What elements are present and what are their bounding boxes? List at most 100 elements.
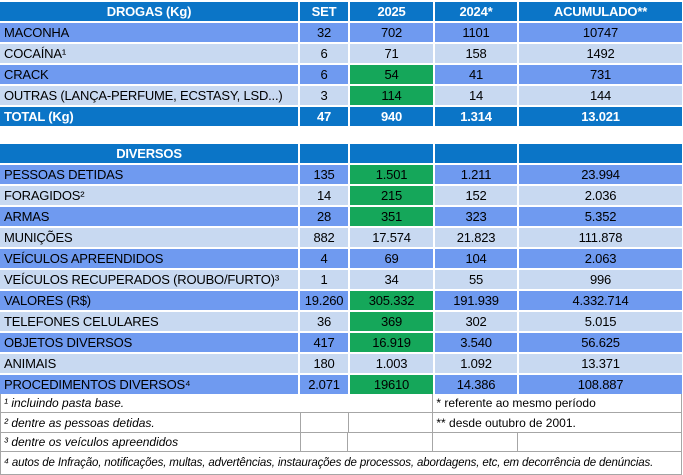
value-cell: 323 bbox=[435, 207, 517, 226]
value-cell: 302 bbox=[435, 312, 517, 331]
row-label: MUNIÇÕES bbox=[0, 228, 298, 247]
value-cell: 17.574 bbox=[350, 228, 433, 247]
value-cell: 19.260 bbox=[300, 291, 348, 310]
row-label: FORAGIDOS² bbox=[0, 186, 298, 205]
value-cell-highlighted: 1.501 bbox=[350, 165, 433, 184]
total-value-cell: 47 bbox=[300, 107, 348, 126]
acumulado-header-cell: ACUMULADO** bbox=[519, 2, 682, 21]
row-label: VEÍCULOS RECUPERADOS (ROUBO/FURTO)³ bbox=[0, 270, 298, 289]
total-value-cell: 1.314 bbox=[435, 107, 517, 126]
value-cell: 1.092 bbox=[435, 354, 517, 373]
value-cell: 417 bbox=[300, 333, 348, 352]
value-cell: 23.994 bbox=[519, 165, 682, 184]
empty-cell bbox=[433, 433, 519, 452]
value-cell: 13.371 bbox=[519, 354, 682, 373]
value-cell: 2.071 bbox=[300, 375, 348, 394]
value-cell: 6 bbox=[300, 65, 348, 84]
footnote-row: ³ dentre os veículos apreendidos bbox=[0, 433, 682, 452]
value-cell: 1.211 bbox=[435, 165, 517, 184]
value-cell: 108.887 bbox=[519, 375, 682, 394]
value-cell: 1 bbox=[300, 270, 348, 289]
value-cell: 1101 bbox=[435, 23, 517, 42]
drogas-table: DROGAS (Kg) SET 2025 2024* ACUMULADO** M… bbox=[0, 2, 682, 126]
value-cell: 6 bbox=[300, 44, 348, 63]
value-cell-highlighted: 16.919 bbox=[350, 333, 433, 352]
value-cell-highlighted: 305.332 bbox=[350, 291, 433, 310]
value-cell: 158 bbox=[435, 44, 517, 63]
empty-cell bbox=[518, 433, 682, 452]
value-cell: 191.939 bbox=[435, 291, 517, 310]
footnote-row: ² dentre as pessoas detidas. ** desde ou… bbox=[0, 413, 682, 433]
empty-header-cell bbox=[350, 144, 433, 163]
value-cell-highlighted: 215 bbox=[350, 186, 433, 205]
value-cell-highlighted: 369 bbox=[350, 312, 433, 331]
value-cell: 5.352 bbox=[519, 207, 682, 226]
footnote-4: ⁴ autos de Infração, notificações, multa… bbox=[1, 452, 682, 475]
empty-header-cell bbox=[300, 144, 348, 163]
row-label: COCAÍNA¹ bbox=[0, 44, 298, 63]
total-value-cell: 940 bbox=[350, 107, 433, 126]
row-label: ANIMAIS bbox=[0, 354, 298, 373]
value-cell: 69 bbox=[350, 249, 433, 268]
value-cell: 2.063 bbox=[519, 249, 682, 268]
value-cell: 41 bbox=[435, 65, 517, 84]
empty-cell bbox=[348, 433, 434, 452]
year-2024-header-cell: 2024* bbox=[435, 2, 517, 21]
set-header-cell: SET bbox=[300, 2, 348, 21]
footnotes-area: ¹ incluindo pasta base. * referente ao m… bbox=[0, 394, 682, 475]
row-label: OUTRAS (LANÇA-PERFUME, ECSTASY, LSD...) bbox=[0, 86, 298, 105]
row-label: VEÍCULOS APREENDIDOS bbox=[0, 249, 298, 268]
drogas-header-cell: DROGAS (Kg) bbox=[0, 2, 298, 21]
value-cell: 32 bbox=[300, 23, 348, 42]
value-cell: 152 bbox=[435, 186, 517, 205]
footnote-1: ¹ incluindo pasta base. bbox=[1, 394, 434, 413]
value-cell: 14 bbox=[300, 186, 348, 205]
value-cell: 56.625 bbox=[519, 333, 682, 352]
value-cell: 144 bbox=[519, 86, 682, 105]
row-label: CRACK bbox=[0, 65, 298, 84]
value-cell: 5.015 bbox=[519, 312, 682, 331]
footnote-row: ¹ incluindo pasta base. * referente ao m… bbox=[0, 394, 682, 413]
total-row-label: TOTAL (Kg) bbox=[0, 107, 298, 126]
value-cell: 882 bbox=[300, 228, 348, 247]
value-cell: 104 bbox=[435, 249, 517, 268]
value-cell: 3.540 bbox=[435, 333, 517, 352]
row-label: ARMAS bbox=[0, 207, 298, 226]
value-cell: 135 bbox=[300, 165, 348, 184]
value-cell: 1.003 bbox=[350, 354, 433, 373]
star-note-2: ** desde outubro de 2001. bbox=[433, 413, 682, 433]
row-label: MACONHA bbox=[0, 23, 298, 42]
value-cell: 21.823 bbox=[435, 228, 517, 247]
value-cell: 996 bbox=[519, 270, 682, 289]
diversos-table: DIVERSOS PESSOAS DETIDAS 135 1.501 1.211… bbox=[0, 144, 682, 394]
total-value-cell: 13.021 bbox=[519, 107, 682, 126]
value-cell: 71 bbox=[350, 44, 433, 63]
value-cell: 14.386 bbox=[435, 375, 517, 394]
value-cell: 180 bbox=[300, 354, 348, 373]
value-cell-highlighted: 114 bbox=[350, 86, 433, 105]
value-cell: 34 bbox=[350, 270, 433, 289]
value-cell: 4.332.714 bbox=[519, 291, 682, 310]
row-label: OBJETOS DIVERSOS bbox=[0, 333, 298, 352]
value-cell: 10747 bbox=[519, 23, 682, 42]
empty-cell bbox=[300, 433, 349, 452]
value-cell-highlighted: 54 bbox=[350, 65, 433, 84]
value-cell: 36 bbox=[300, 312, 348, 331]
row-label: VALORES (R$) bbox=[0, 291, 298, 310]
footnote-row: ⁴ autos de Infração, notificações, multa… bbox=[0, 452, 682, 475]
empty-cell bbox=[300, 413, 349, 433]
empty-header-cell bbox=[435, 144, 517, 163]
star-note-1: * referente ao mesmo período bbox=[433, 394, 682, 413]
diversos-header-cell: DIVERSOS bbox=[0, 144, 298, 163]
year-2025-header-cell: 2025 bbox=[350, 2, 433, 21]
value-cell: 111.878 bbox=[519, 228, 682, 247]
value-cell-highlighted: 19610 bbox=[350, 375, 433, 394]
value-cell: 4 bbox=[300, 249, 348, 268]
row-label: PROCEDIMENTOS DIVERSOS⁴ bbox=[0, 375, 298, 394]
value-cell: 702 bbox=[350, 23, 433, 42]
row-label: TELEFONES CELULARES bbox=[0, 312, 298, 331]
value-cell: 14 bbox=[435, 86, 517, 105]
value-cell-highlighted: 351 bbox=[350, 207, 433, 226]
footnote-3: ³ dentre os veículos apreendidos bbox=[1, 433, 301, 452]
